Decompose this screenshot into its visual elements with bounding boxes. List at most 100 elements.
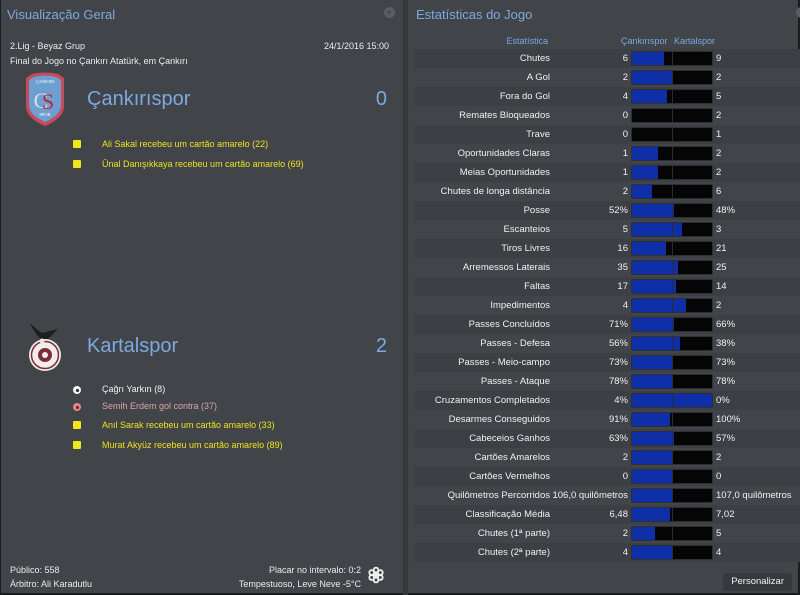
stat-home-value: 2 (622, 72, 628, 83)
stat-comparison-bar (631, 374, 713, 389)
home-events-list: Ali Sakal recebeu um cartão amarelo (22)… (8, 134, 398, 174)
referee[interactable]: Árbitro: Ali Karadutlu (10, 579, 93, 589)
match-datetime: 24/1/2016 15:00 (323, 41, 389, 51)
stat-comparison-bar (631, 545, 713, 560)
event-item: Ali Sakal recebeu um cartão amarelo (22) (8, 134, 398, 154)
stat-label: Cabeceios Ganhos (469, 433, 550, 444)
stat-row: Cruzamentos Completados 4% 0% (414, 391, 800, 410)
stat-row: Passes - Defesa 56% 38% (414, 334, 800, 353)
yellow-card-icon (73, 441, 81, 449)
away-team-name[interactable]: Kartalspor (87, 335, 179, 357)
bar-midline (672, 375, 673, 388)
home-team-name[interactable]: Çankırıspor (87, 88, 191, 110)
bar-midline (672, 261, 673, 274)
event-text[interactable]: Murat Akyüz recebeu um cartão amarelo (8… (102, 440, 283, 450)
stat-label: Cruzamentos Completados (434, 395, 550, 406)
stat-comparison-bar (631, 450, 713, 465)
stat-row: Arremessos Laterais 35 25 (414, 258, 800, 277)
home-share-fill (632, 470, 672, 483)
stat-row: Desarmes Conseguidos 91% 100% (414, 410, 800, 429)
match-footer-right: Placar no intervalo: 0:2 Tempestuoso, Le… (239, 563, 361, 591)
yellow-card-icon (73, 421, 81, 429)
stat-comparison-bar (631, 184, 713, 199)
event-text[interactable]: Semih Erdem gol contra (37) (102, 401, 218, 411)
stat-comparison-bar (631, 222, 713, 237)
stat-home-value: 6 (622, 53, 628, 64)
stat-home-value: 63% (608, 433, 628, 444)
stat-label: Classificação Média (465, 509, 550, 520)
bar-midline (672, 242, 673, 255)
bar-midline (672, 508, 673, 521)
stat-away-value: 0 (716, 471, 722, 482)
stat-row: Passes - Meio-campo 73% 73% (414, 353, 800, 372)
bar-midline (672, 280, 673, 293)
event-text[interactable]: Ali Sakal recebeu um cartão amarelo (22) (102, 139, 269, 149)
stat-away-value: 7,02 (716, 509, 735, 520)
event-text[interactable]: Ünal Danışıkkaya recebeu um cartão amare… (102, 159, 304, 169)
bar-midline (672, 489, 673, 502)
stat-comparison-bar (631, 51, 713, 66)
stat-comparison-bar (631, 526, 713, 541)
stat-home-value: 52% (608, 205, 628, 216)
halftime-score: Placar no intervalo: 0:2 (268, 565, 361, 575)
bar-midline (672, 432, 673, 445)
event-text[interactable]: Anıl Sarak recebeu um cartão amarelo (33… (102, 420, 275, 430)
away-team-score: 2 (375, 335, 387, 357)
svg-text:S: S (42, 89, 54, 114)
stat-away-value: 9 (716, 53, 722, 64)
bar-midline (672, 71, 673, 84)
customize-button[interactable]: Personalizar (723, 573, 792, 591)
stat-label: Fora do Gol (499, 91, 550, 102)
stat-label: Passes Concluídos (468, 319, 550, 330)
stat-away-value: 6 (716, 186, 722, 197)
bar-midline (672, 527, 673, 540)
stat-comparison-bar (631, 127, 713, 142)
svg-text:SPOR: SPOR (39, 112, 50, 117)
competition-name[interactable]: 2.Lig - Beyaz Grup (10, 41, 86, 51)
stat-home-value: 106,0 quilômetros (552, 490, 628, 501)
stat-comparison-bar (631, 241, 713, 256)
home-share-fill (632, 432, 675, 445)
stat-label: Quilômetros Percorridos (447, 490, 550, 501)
bar-midline (672, 299, 673, 312)
stat-label: Arremessos Laterais (462, 262, 550, 273)
kartalspor-crest-icon[interactable] (22, 319, 68, 375)
stat-row: Posse 52% 48% (414, 201, 800, 220)
stat-label: Cartões Vermelhos (469, 471, 550, 482)
header-home-team: Çankırıspor (621, 36, 668, 46)
event-text[interactable]: Çağrı Yarkın (8) (102, 384, 166, 394)
stat-home-value: 0 (622, 129, 628, 140)
stat-row: Fora do Gol 4 5 (414, 87, 800, 106)
stats-collapse-icon[interactable] (796, 7, 800, 18)
stat-home-value: 2 (622, 186, 628, 197)
overview-panel: Visualização Geral 2.Lig - Beyaz Grup 24… (0, 0, 403, 595)
stat-comparison-bar (631, 507, 713, 522)
stat-label: Escanteios (503, 224, 550, 235)
stat-comparison-bar (631, 279, 713, 294)
stat-away-value: 1 (716, 129, 722, 140)
stat-row: Cartões Amarelos 2 2 (414, 448, 800, 467)
stat-label: Remates Bloqueados (459, 110, 550, 121)
stat-away-value: 38% (716, 338, 736, 349)
home-share-fill (632, 52, 664, 65)
cankirispor-crest-icon[interactable]: ÇANKIRI C S SPOR (22, 72, 68, 128)
bar-midline (672, 470, 673, 483)
venue-line: Final do Jogo no Çankırı Atatürk, em Çan… (10, 56, 188, 66)
stat-away-value: 78% (716, 376, 736, 387)
goal-ball-icon (73, 386, 81, 394)
own-goal-ball-icon (73, 403, 81, 411)
stat-away-value: 73% (716, 357, 736, 368)
stat-comparison-bar (631, 488, 713, 503)
panel-divider[interactable] (403, 0, 408, 595)
home-share-fill (632, 166, 659, 179)
stat-row: Meias Oportunidades 1 2 (414, 163, 800, 182)
svg-text:ÇANKIRI: ÇANKIRI (36, 79, 55, 84)
home-share-fill (632, 90, 668, 103)
overview-collapse-icon[interactable] (384, 7, 395, 18)
attendance: Público: 558 (10, 565, 60, 575)
bar-midline (672, 223, 673, 236)
stat-row: Passes - Ataque 78% 78% (414, 372, 800, 391)
stat-away-value: 25 (716, 262, 727, 273)
stat-away-value: 100% (716, 414, 741, 425)
match-info: 2.Lig - Beyaz Grup 24/1/2016 15:00 Final… (10, 40, 389, 70)
